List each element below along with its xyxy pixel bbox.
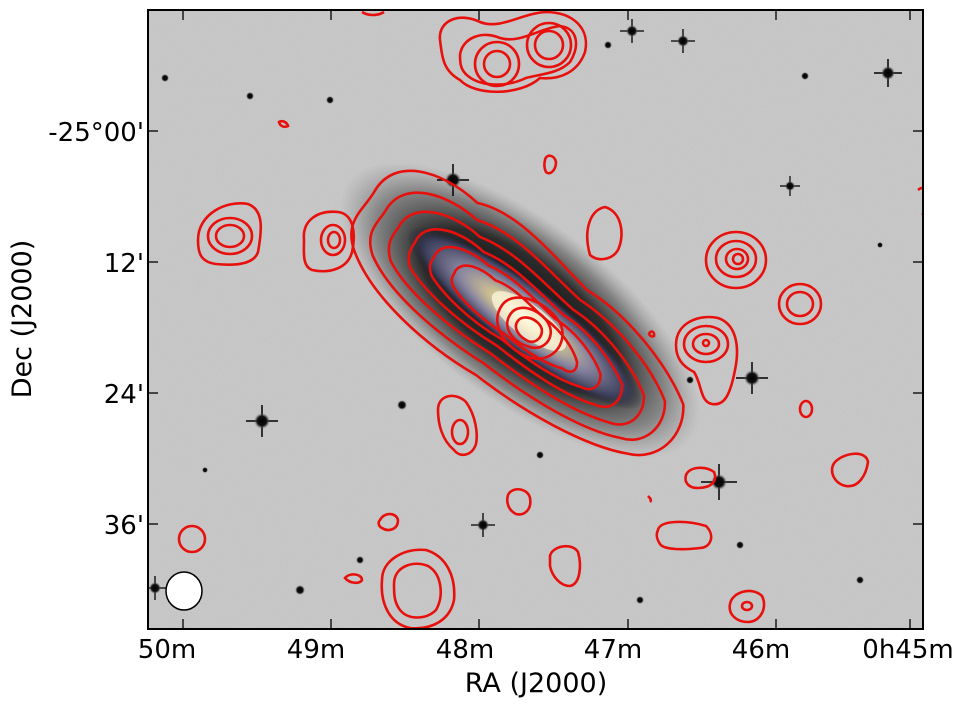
y-tick-label: 36' (104, 511, 144, 541)
y-tick-label: -25°00' (48, 118, 144, 148)
bright-stars (148, 19, 902, 604)
x-tick-label: 46m (732, 635, 790, 665)
x-tick-label: 50m (138, 635, 196, 665)
x-axis-title: RA (J2000) (465, 668, 607, 699)
plot-frame (147, 9, 924, 630)
y-tick-label: 12' (104, 249, 144, 279)
x-tick-label: 47m (584, 635, 642, 665)
x-tick-label: 49m (287, 635, 345, 665)
x-tick-labels: 50m 49m 48m 47m 46m 0h45m (138, 635, 954, 665)
top-contour-cluster (361, 10, 588, 94)
galaxy-contours (350, 169, 685, 457)
y-axis-title: Dec (J2000) (7, 240, 38, 399)
x-tick-label: 0h45m (862, 635, 953, 665)
x-tick-label: 48m (436, 635, 494, 665)
y-tick-label: 24' (104, 380, 144, 410)
tick-marks (148, 10, 923, 629)
beam-ellipse-icon (165, 571, 203, 611)
y-tick-labels: -25°00' 12' 24' 36' (48, 118, 144, 541)
radio-contours (177, 10, 923, 629)
